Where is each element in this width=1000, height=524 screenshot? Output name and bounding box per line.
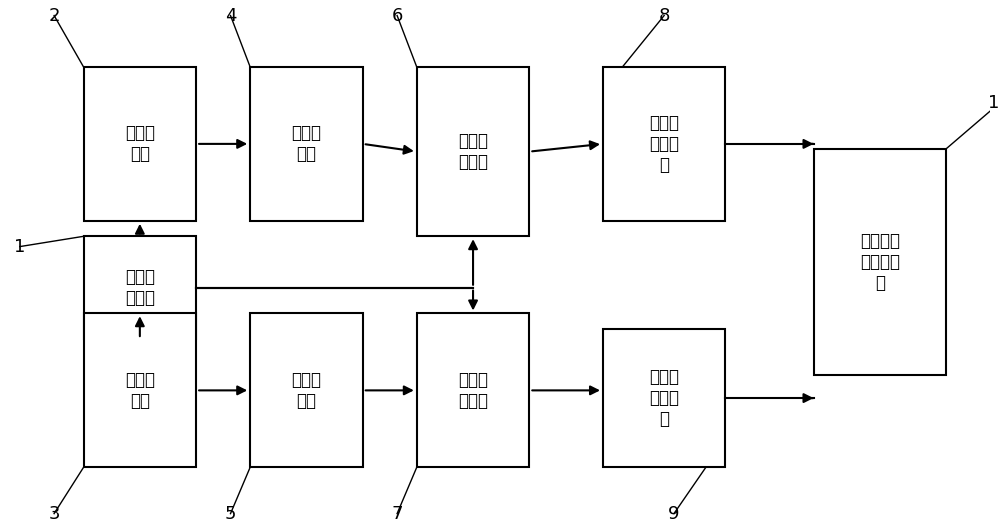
Text: 光电混
频模块: 光电混 频模块 [458, 132, 488, 171]
Bar [417, 67, 529, 236]
Text: 2: 2 [48, 6, 60, 25]
Text: 5: 5 [225, 505, 236, 522]
Bar [603, 329, 725, 467]
Text: 3: 3 [48, 505, 60, 522]
Text: 7: 7 [391, 505, 403, 522]
Bar [603, 67, 725, 221]
Text: 互相关算
法处理模
块: 互相关算 法处理模 块 [860, 232, 900, 292]
Bar [84, 236, 196, 339]
Bar [814, 149, 946, 375]
Text: 6: 6 [391, 6, 403, 25]
Text: 激光源
模块: 激光源 模块 [125, 371, 155, 410]
Bar [84, 67, 196, 221]
Text: 待测信
号模块: 待测信 号模块 [125, 268, 155, 307]
Text: 激光源
模块: 激光源 模块 [125, 125, 155, 163]
Text: 9: 9 [668, 505, 680, 522]
Text: 光电探
测器模
块: 光电探 测器模 块 [649, 368, 679, 428]
Bar [417, 313, 529, 467]
Text: 8: 8 [658, 6, 670, 25]
Text: 4: 4 [225, 6, 236, 25]
Text: 延迟线
模块: 延迟线 模块 [291, 371, 321, 410]
Text: 光电探
测器模
块: 光电探 测器模 块 [649, 114, 679, 173]
Bar [84, 313, 196, 467]
Bar [250, 67, 363, 221]
Text: 光电混
频模块: 光电混 频模块 [458, 371, 488, 410]
Bar [250, 313, 363, 467]
Text: 1: 1 [14, 237, 25, 256]
Text: 延迟线
模块: 延迟线 模块 [291, 125, 321, 163]
Text: 10: 10 [988, 94, 1000, 112]
